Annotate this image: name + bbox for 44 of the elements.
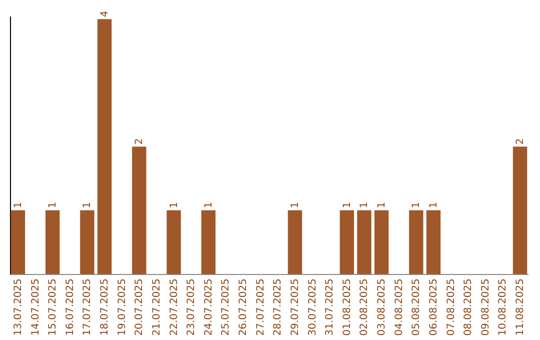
x-tick-label: 29.07.2025 <box>290 278 301 336</box>
x-tick-label: 09.08.2025 <box>480 278 492 336</box>
data-label: 1 <box>203 202 214 208</box>
x-tick-label: 17.07.2025 <box>82 278 94 336</box>
x-tick-label: 15.07.2025 <box>48 278 59 336</box>
x-tick-label: 23.07.2025 <box>186 278 198 336</box>
x-tick-label: 21.07.2025 <box>151 278 162 336</box>
x-tick-label: 06.08.2025 <box>428 278 440 336</box>
x-tick-label: 27.07.2025 <box>255 278 266 336</box>
x-tick-label: 03.08.2025 <box>376 278 388 336</box>
x-tick-label: 02.08.2025 <box>359 278 370 336</box>
x-tick-label: 25.07.2025 <box>220 278 232 336</box>
x-tick-label: 26.07.2025 <box>238 278 250 336</box>
x-tick-label: 10.08.2025 <box>498 278 509 336</box>
x-tick-label: 13.07.2025 <box>12 278 24 336</box>
x-tick-label: 19.07.2025 <box>116 278 128 336</box>
x-tick-label: 30.07.2025 <box>307 278 318 336</box>
x-tick-label: 01.08.2025 <box>342 278 353 336</box>
data-label: 1 <box>342 202 353 208</box>
x-tick-label: 11.08.2025 <box>515 278 526 336</box>
x-tick-label: 04.08.2025 <box>394 278 405 336</box>
x-tick-label: 18.07.2025 <box>100 278 111 336</box>
x-tick-label: 28.07.2025 <box>272 278 284 336</box>
data-label: 1 <box>168 202 180 208</box>
data-label: 1 <box>376 202 388 208</box>
data-label: 1 <box>48 202 59 208</box>
data-label: 2 <box>134 138 146 145</box>
x-tick-label: 07.08.2025 <box>446 278 457 336</box>
data-label: 1 <box>290 202 301 208</box>
data-label: 1 <box>12 202 24 208</box>
data-label: 1 <box>359 202 370 208</box>
x-tick-label: 05.08.2025 <box>411 278 422 336</box>
data-label: 2 <box>515 138 526 145</box>
x-tick-label: 20.07.2025 <box>134 278 146 336</box>
x-tick-label: 08.08.2025 <box>463 278 474 336</box>
x-tick-label: 14.07.2025 <box>30 278 42 336</box>
data-label: 4 <box>100 10 111 18</box>
x-tick-label: 31.07.2025 <box>324 278 336 336</box>
data-label: 1 <box>82 202 94 208</box>
x-tick-label: 16.07.2025 <box>64 278 76 336</box>
data-label: 1 <box>428 202 440 208</box>
x-tick-label: 22.07.2025 <box>168 278 180 336</box>
x-tick-label: 24.07.2025 <box>203 278 214 336</box>
data-label: 1 <box>411 202 422 208</box>
